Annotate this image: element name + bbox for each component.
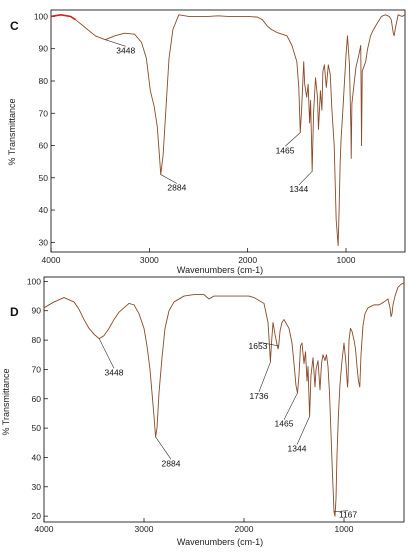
peak-label: 1344 xyxy=(289,184,308,194)
y-tick-label: 50 xyxy=(39,173,49,183)
peak-label: 1167 xyxy=(339,510,358,520)
y-tick-label: 30 xyxy=(39,237,49,247)
peak-label: 1736 xyxy=(250,391,269,401)
y-tick-label: 80 xyxy=(39,76,49,86)
y-tick-label: 30 xyxy=(32,482,42,492)
peak-leader-line xyxy=(258,361,271,392)
y-tick-label: 90 xyxy=(32,306,42,316)
peak-leader-line xyxy=(333,510,349,513)
y-tick-label: 70 xyxy=(32,364,42,374)
y-tick-label: 70 xyxy=(39,108,49,118)
y-tick-label: 100 xyxy=(27,276,41,286)
x-tick-label: 4000 xyxy=(35,524,54,534)
peak-leader-line xyxy=(105,39,126,47)
peak-label: 3448 xyxy=(116,45,135,55)
x-tick-label: 2000 xyxy=(238,255,257,265)
y-tick-label: 60 xyxy=(39,141,49,151)
panel-label: D xyxy=(10,305,19,319)
spectrum-line xyxy=(43,282,405,517)
peak-leader-line xyxy=(298,171,313,186)
y-tick-label: 60 xyxy=(32,394,42,404)
peak-leader-line xyxy=(296,416,310,445)
plot-frame xyxy=(50,9,406,253)
y-tick-label: 50 xyxy=(32,423,42,433)
panel-d: D % Transmittance Wavenumbers (cm-1) 20 3… xyxy=(1,276,405,547)
x-tick-label: 3000 xyxy=(140,255,159,265)
peak-leader-line xyxy=(283,392,298,420)
spectrum-line xyxy=(50,14,406,246)
plot-area: 30 40 50 60 70 80 90 100 4000 3000 2000 1000 3448 288… xyxy=(34,9,406,265)
x-tick-label: 2000 xyxy=(235,524,254,534)
x-tick-label: 1000 xyxy=(335,524,354,534)
peak-leader-line xyxy=(284,132,301,147)
y-axis-label: % Transmittance xyxy=(1,368,11,435)
x-tick-label: 1000 xyxy=(337,255,356,265)
peak-label: 2884 xyxy=(167,182,186,192)
y-tick-label: 40 xyxy=(32,452,42,462)
plot-area: 20 30 40 50 60 70 80 90 100 4000 3000 2000 1000 3448 2… xyxy=(27,276,405,534)
peak-label: 3448 xyxy=(105,367,124,377)
y-tick-label: 90 xyxy=(39,44,49,54)
y-tick-label: 100 xyxy=(34,11,48,21)
peak-leader-line xyxy=(160,174,178,184)
peak-label: 1344 xyxy=(288,444,307,454)
peak-label: 1465 xyxy=(276,145,295,155)
x-axis-label: Wavenumbers (cm-1) xyxy=(177,537,263,547)
peak-leader-line xyxy=(257,341,279,347)
y-tick-label: 40 xyxy=(39,205,49,215)
panel-c: C % Transmittance Wavenumbers (cm-1) 30 4… xyxy=(7,9,406,275)
panel-label: C xyxy=(10,19,19,33)
peak-label: 1653 xyxy=(249,341,268,351)
peak-label: 2884 xyxy=(162,458,181,468)
plot-frame xyxy=(43,276,405,523)
peak-label: 1465 xyxy=(275,419,294,429)
y-axis-label: % Transmittance xyxy=(7,98,17,165)
y-tick-label: 80 xyxy=(32,335,42,345)
x-tick-label: 3000 xyxy=(135,524,154,534)
x-axis-label: Wavenumbers (cm-1) xyxy=(177,265,263,275)
peak-leader-line xyxy=(98,338,115,369)
spectrum-highlight xyxy=(50,14,77,21)
y-tick-label: 20 xyxy=(32,511,42,521)
peak-leader-line xyxy=(155,436,172,460)
x-tick-label: 4000 xyxy=(42,255,61,265)
